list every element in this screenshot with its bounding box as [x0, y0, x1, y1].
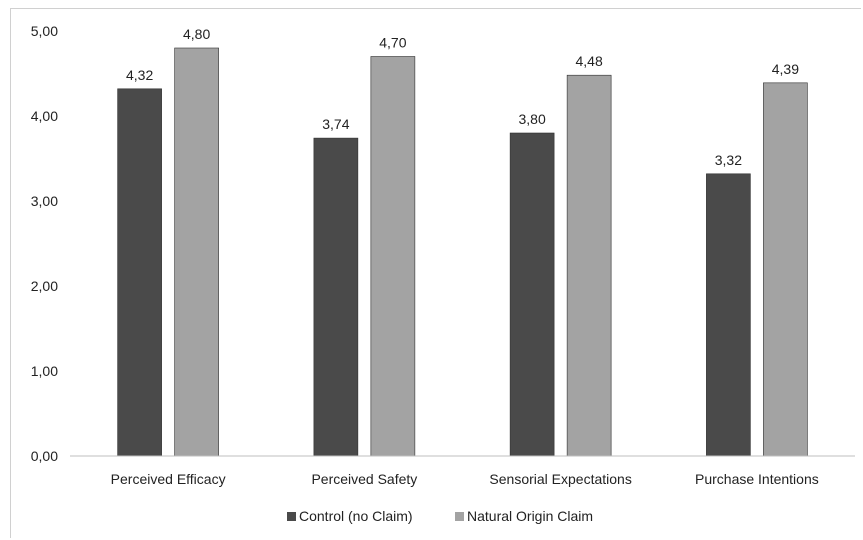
chart-frame	[10, 8, 861, 538]
y-axis-ticks: 0,00 1,00 2,00 3,00 4,00 5,00	[31, 23, 58, 464]
data-label: 4,48	[576, 53, 603, 69]
bar	[763, 82, 808, 457]
bar	[174, 47, 219, 457]
category-labels: Perceived Efficacy Perceived Safety Sensor…	[111, 471, 819, 487]
bar	[117, 88, 162, 457]
data-label: 4,32	[126, 67, 153, 83]
legend: Control (no Claim) Natural Origin Claim	[287, 508, 593, 524]
data-label: 3,80	[519, 111, 546, 127]
data-label: 4,70	[379, 35, 406, 51]
legend-swatch	[455, 512, 464, 521]
category-label: Sensorial Expectations	[489, 471, 631, 487]
bar	[313, 137, 359, 457]
data-label: 3,32	[715, 152, 742, 168]
bar	[706, 173, 751, 457]
category-label: Purchase Intentions	[695, 471, 819, 487]
bar	[566, 74, 612, 457]
y-tick-label: 2,00	[31, 278, 58, 294]
y-tick-label: 3,00	[31, 193, 58, 209]
category-label: Perceived Safety	[311, 471, 417, 487]
legend-label: Natural Origin Claim	[467, 508, 593, 524]
bars-group: 4,32 4,80 3,74 4,70 3,80 4,48 3,32 4,39	[117, 26, 808, 457]
data-label: 4,80	[183, 26, 210, 42]
y-tick-label: 1,00	[31, 363, 58, 379]
data-label: 4,39	[772, 61, 799, 77]
bar	[370, 56, 416, 457]
y-tick-label: 5,00	[31, 23, 58, 39]
y-tick-label: 0,00	[31, 448, 58, 464]
category-label: Perceived Efficacy	[111, 471, 226, 487]
bar	[509, 132, 555, 457]
legend-label: Control (no Claim)	[299, 508, 413, 524]
y-tick-label: 4,00	[31, 108, 58, 124]
legend-swatch	[287, 512, 296, 521]
data-label: 3,74	[322, 116, 349, 132]
